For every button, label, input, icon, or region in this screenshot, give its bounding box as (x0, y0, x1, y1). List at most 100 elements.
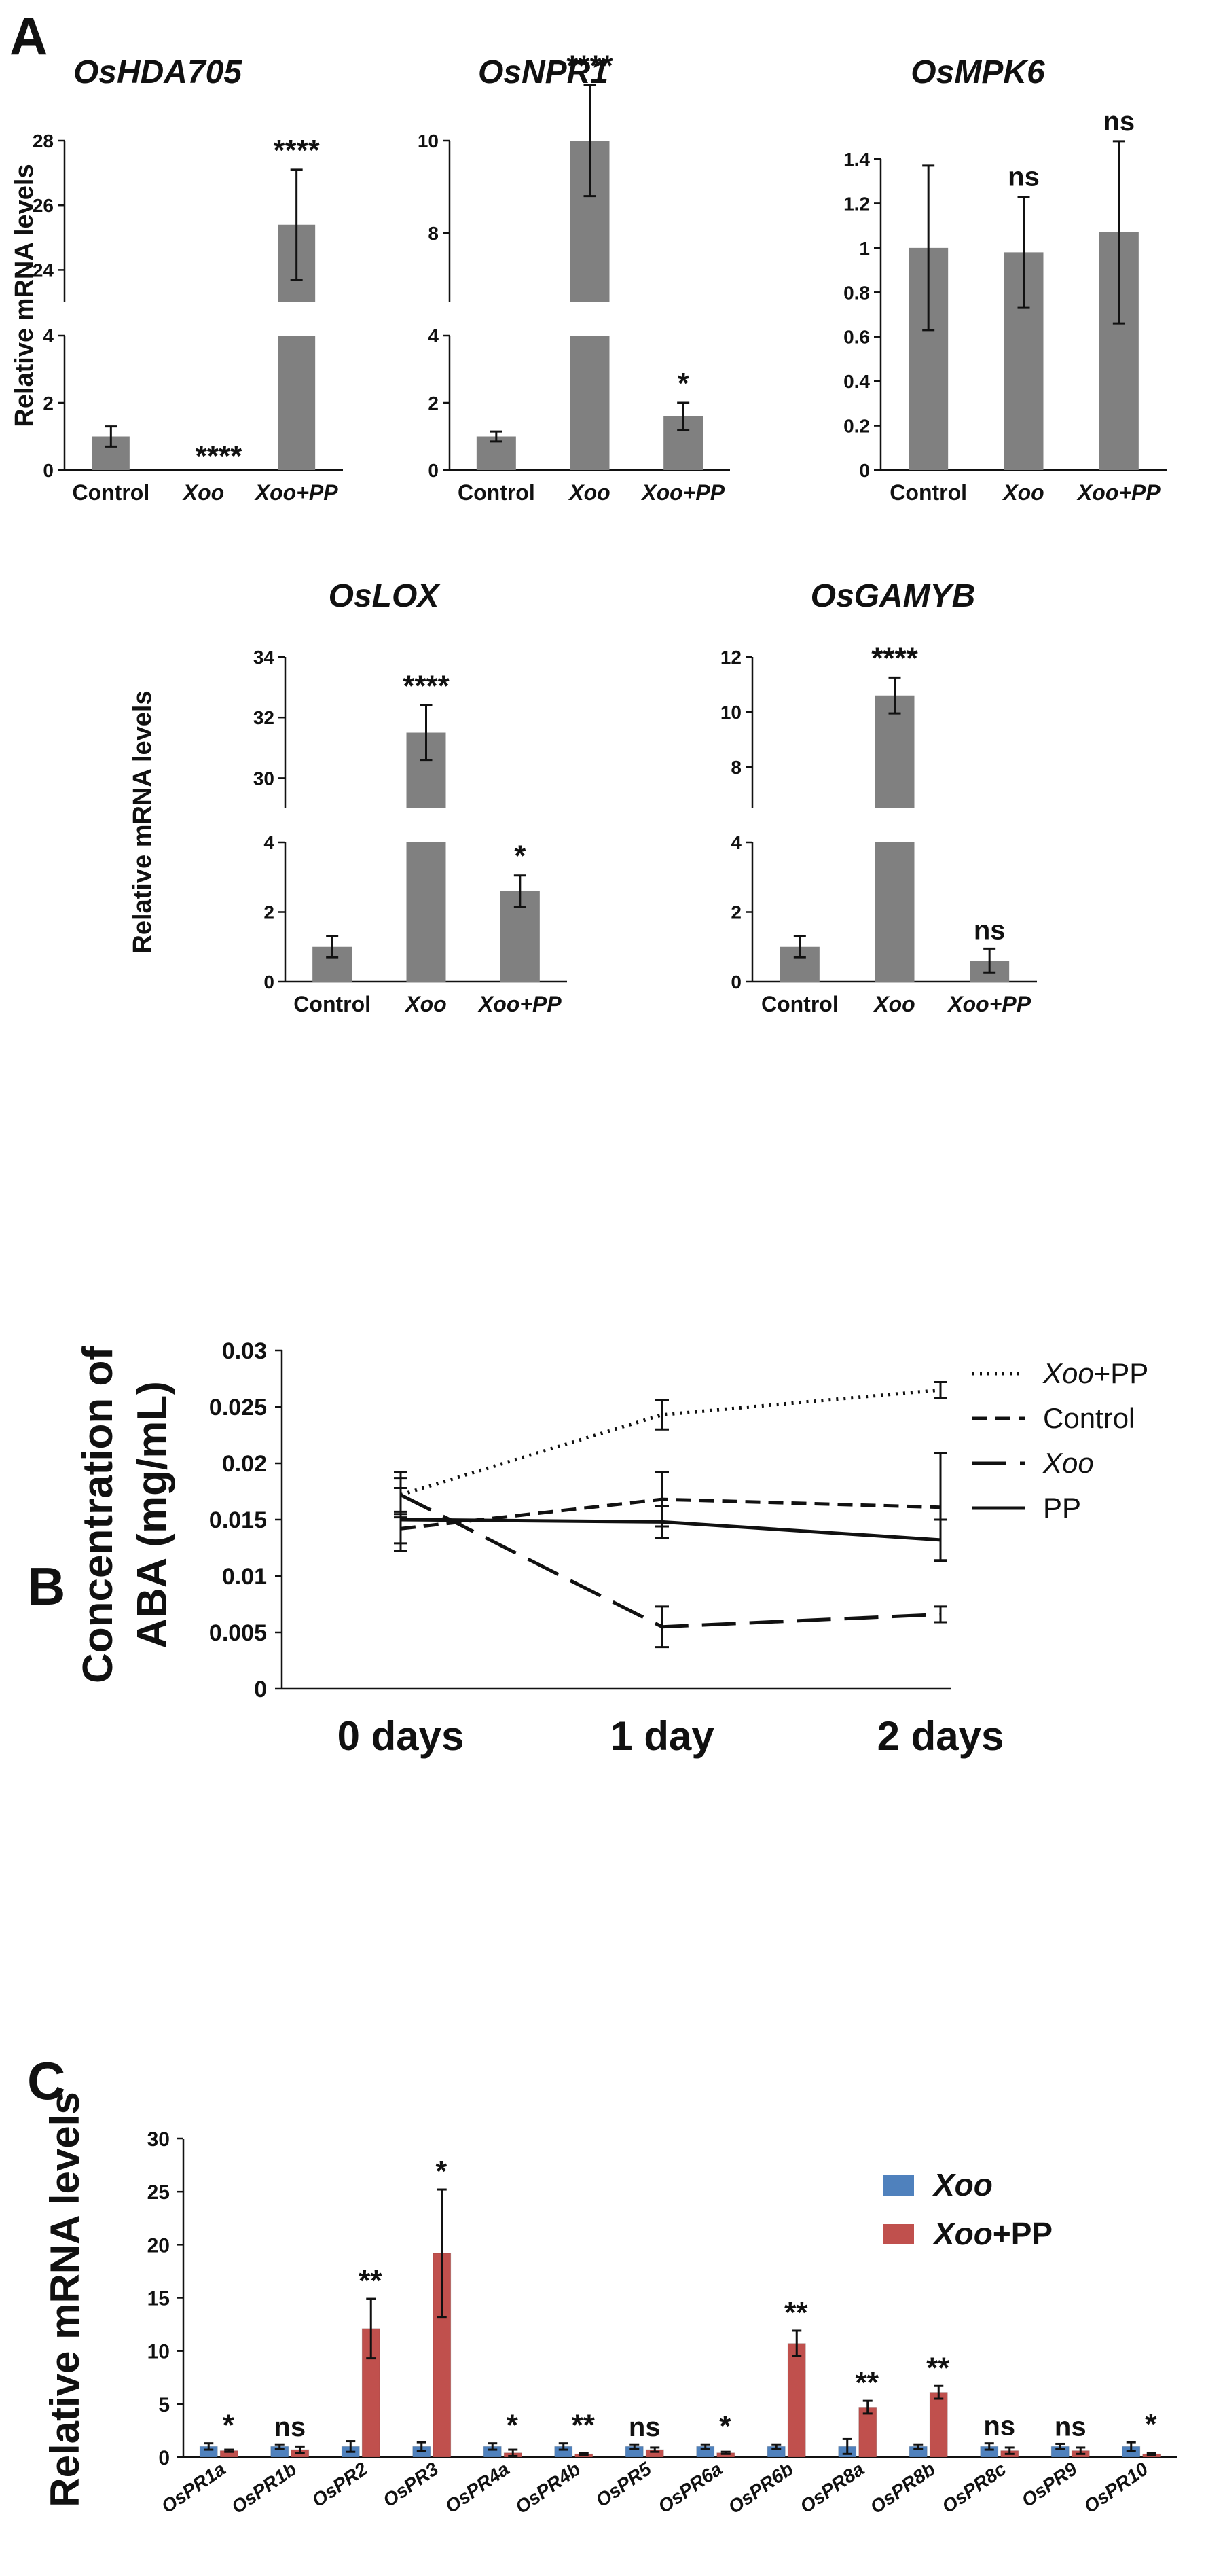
panel-label-a: A (10, 6, 48, 66)
a1-ytick-label-upper-1: 26 (33, 195, 54, 216)
c-significance-8: ** (784, 2296, 808, 2329)
c-ytick-label-1: 5 (158, 2394, 170, 2416)
a2-xtick-label-0-part: Control (458, 480, 535, 505)
a4-xtick-label-1: Xoo (404, 992, 446, 1016)
a2-significance-1: **** (566, 49, 613, 82)
a5-xtick-label-1: Xoo (873, 992, 915, 1016)
a3-xtick-label-0: Control (890, 480, 967, 505)
c-significance-9: ** (856, 2366, 879, 2399)
b-series-line-2 (399, 1493, 941, 1629)
c-errorbar-1-1 (295, 2445, 305, 2454)
c-errorbar-1-13 (1146, 2452, 1156, 2456)
c-xtick-label-7: OsPR6a (654, 2458, 726, 2518)
a3-xtick-label-1-part: Xoo (1002, 480, 1044, 505)
a2-errorbar-2 (677, 401, 690, 431)
c-errorbar-0-13 (1126, 2441, 1136, 2452)
a4-errorbar-1 (420, 704, 433, 762)
c-errorbar-0-9 (842, 2437, 852, 2455)
a4-errorbar-0 (326, 935, 339, 959)
c-errorbar-0-12 (1055, 2442, 1065, 2450)
panel-label-c: C (27, 2051, 65, 2111)
b-ytick-label-4: 0.02 (222, 1451, 267, 1477)
a5-xtick-label-0: Control (761, 992, 839, 1016)
a4-ytick-label-upper-1: 32 (253, 707, 274, 728)
a4-errorbar-2 (513, 874, 526, 908)
a1-ytick-label-lower-0: 0 (43, 460, 54, 481)
c-legend-label-1-part: +PP (993, 2216, 1053, 2251)
a4-ytick-label-upper-2: 34 (253, 647, 275, 668)
c-legend-label-1-part: Xoo (932, 2216, 993, 2251)
a1-ytick-label-upper-0: 24 (33, 260, 54, 281)
a3-ytick-label-3: 0.6 (843, 327, 870, 348)
a3-ytick-label-4: 0.8 (843, 282, 870, 303)
c-errorbar-1-7 (720, 2450, 731, 2455)
b-legend-label-2: Xoo (1042, 1447, 1094, 1479)
c-errorbar-0-4 (488, 2442, 498, 2451)
a1-xtick-label-2-part: Xoo+PP (254, 480, 338, 505)
a5-ytick-label-upper-1: 10 (720, 702, 742, 723)
c-errorbar-1-6 (650, 2446, 660, 2453)
a2-ytick-label-upper-0: 8 (428, 223, 439, 244)
c-significance-7: * (719, 2410, 731, 2443)
c-xtick-label-3: OsPR3 (379, 2458, 442, 2511)
c-errorbar-0-3 (416, 2441, 426, 2452)
c-xtick-label-4: OsPR4a (441, 2458, 513, 2518)
b-xtick-label-1: 1 day (610, 1713, 714, 1759)
b-ytick-label-3: 0.015 (209, 1507, 267, 1533)
a2-xtick-label-1-part: Xoo (568, 480, 610, 505)
c-xtick-label-12: OsPR9 (1018, 2458, 1081, 2511)
a1-xtick-label-0: Control (72, 480, 149, 505)
c-errorbar-0-8 (771, 2443, 782, 2450)
b-legend-label-3-part: PP (1043, 1492, 1081, 1524)
a3-significance-1: ns (1008, 162, 1040, 192)
c-errorbar-1-12 (1076, 2446, 1086, 2455)
a3-ytick-label-7: 1.4 (843, 149, 870, 170)
a3-ytick-label-0: 0 (859, 460, 870, 481)
c-bar-1-8 (787, 2343, 806, 2458)
a1-significance-1: **** (196, 440, 242, 473)
a3-ytick-label-1: 0.2 (843, 416, 870, 437)
a3-ytick-label-5: 1 (859, 238, 870, 259)
c-xtick-label-13: OsPR10 (1080, 2458, 1152, 2517)
a2-ytick-label-lower-1: 2 (428, 393, 439, 414)
c-errorbar-1-10 (934, 2384, 944, 2400)
a5-errorbar-1 (888, 676, 901, 715)
b-legend-label-1: Control (1043, 1402, 1135, 1434)
b-series-line-0 (400, 1388, 941, 1497)
b-ylabel-line2: ABA (mg/mL) (129, 1381, 176, 1649)
c-xtick-label-5: OsPR4b (511, 2458, 584, 2518)
b-ytick-label-0: 0 (254, 1677, 267, 1702)
b-series-2-errorbar-1 (655, 1605, 669, 1649)
a5-ytick-label-lower-0: 0 (731, 971, 742, 992)
a3-xtick-label-2: Xoo+PP (1076, 480, 1161, 505)
b-xtick-label-0: 0 days (337, 1713, 464, 1759)
b-ylabel-line1: Concentration of (75, 1346, 122, 1683)
b-series-2-errorbar-2 (934, 1605, 947, 1624)
c-errorbar-0-1 (274, 2443, 285, 2450)
b-ytick-label-2: 0.01 (222, 1564, 267, 1590)
a5-ytick-label-lower-2: 4 (731, 832, 742, 853)
a5-xtick-label-0-part: Control (761, 992, 839, 1016)
c-errorbar-0-11 (984, 2442, 994, 2451)
a5-errorbar-2 (983, 947, 996, 974)
b-series-line-1 (400, 1497, 941, 1531)
a2-ytick-label-upper-1: 10 (418, 130, 439, 151)
a4-title: OsLOX (329, 578, 441, 614)
a1-xtick-label-0-part: Control (72, 480, 149, 505)
a5-bar-1-lower (875, 842, 915, 982)
a4-xtick-label-2-part: Xoo+PP (477, 992, 562, 1016)
c-significance-2: ** (359, 2264, 382, 2297)
a3-errorbar-1 (1017, 196, 1030, 309)
c-errorbar-0-2 (346, 2440, 356, 2453)
a3-significance-2: ns (1103, 107, 1135, 137)
a1-ylabel: Relative mRNA levels (10, 164, 39, 427)
a3-xtick-label-0-part: Control (890, 480, 967, 505)
a1-ytick-label-upper-2: 28 (33, 130, 54, 151)
a3-xtick-label-1: Xoo (1002, 480, 1044, 505)
a4-ytick-label-upper-0: 30 (253, 768, 274, 789)
c-xtick-label-11: OsPR8c (938, 2458, 1010, 2517)
a2-xtick-label-1: Xoo (568, 480, 610, 505)
b-series-0-errorbar-1 (655, 1399, 669, 1431)
c-significance-10: ** (926, 2351, 950, 2384)
